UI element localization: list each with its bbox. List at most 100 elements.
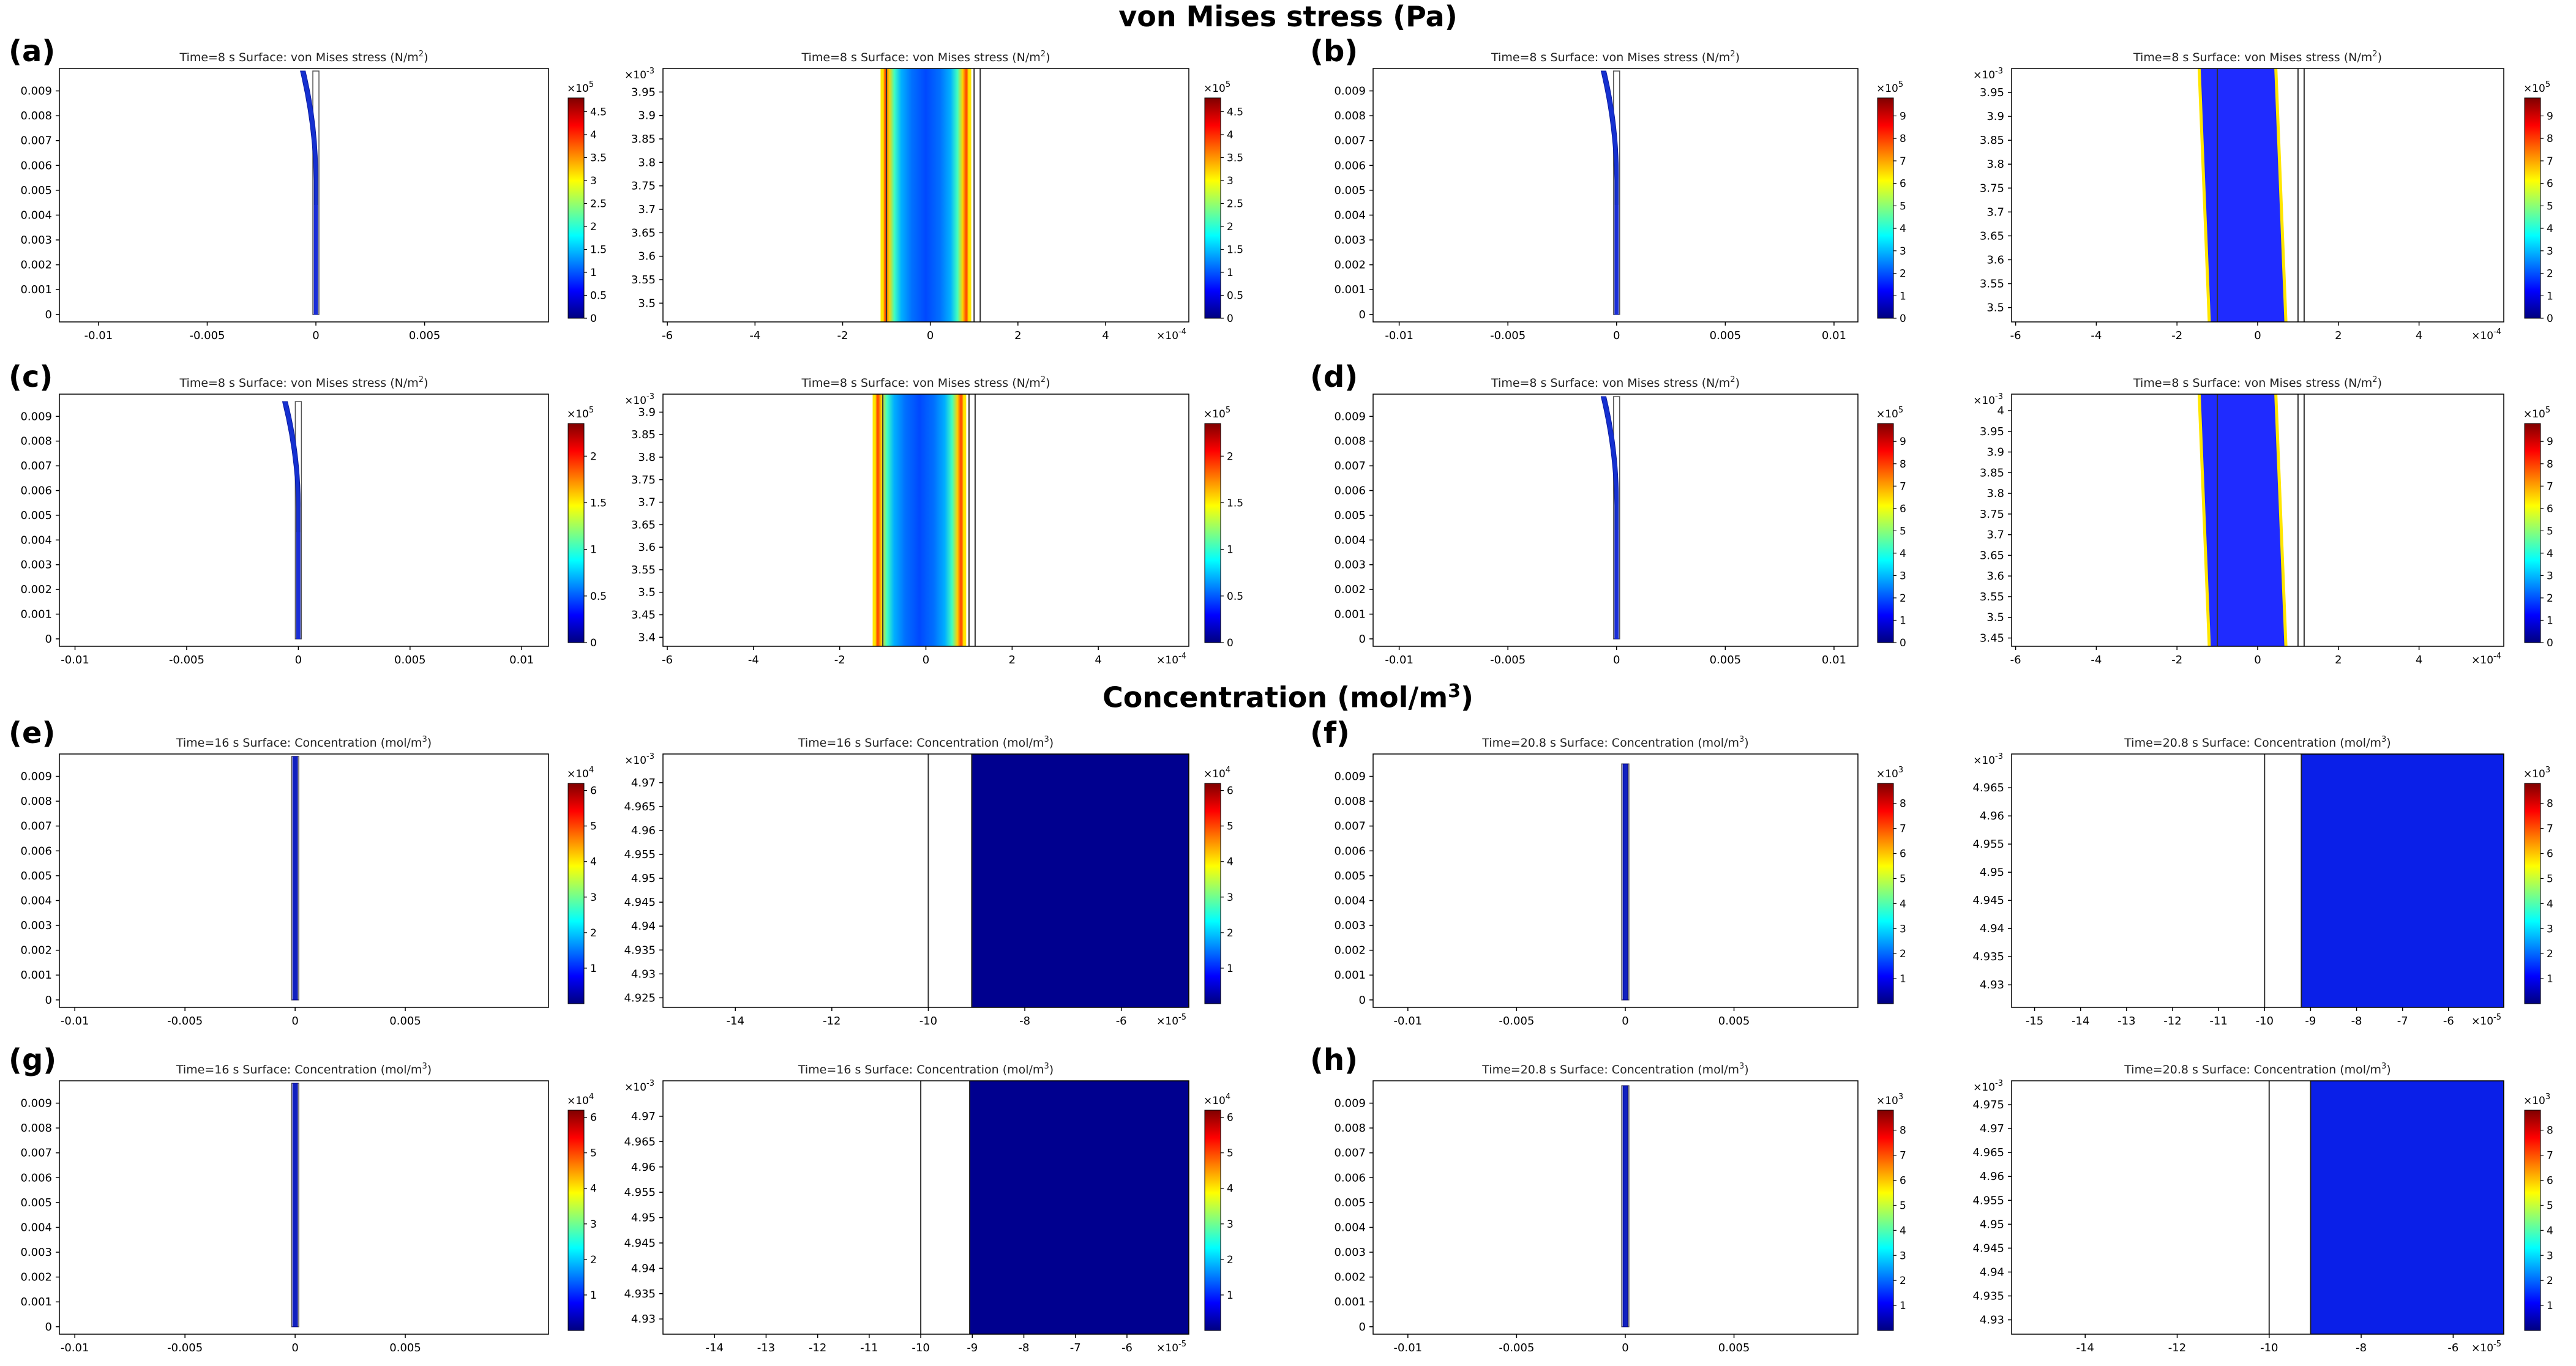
y-tick-label: 0.005: [1334, 184, 1366, 197]
x-tick-label: -4: [748, 654, 759, 666]
y-tick-label: 0.006: [20, 159, 52, 172]
y-tick-label: 4.955: [1972, 838, 2004, 851]
y-tick-label: 3.85: [631, 428, 656, 441]
colorbar-tick-label: 6: [2547, 848, 2553, 860]
x-tick-label: -0.005: [1499, 1342, 1534, 1354]
y-tick-label: 3.75: [1980, 508, 2004, 521]
x-tick-label: -10: [912, 1342, 929, 1354]
y-tick-label: 0.001: [1334, 608, 1366, 621]
colorbar-exponent: ×104: [567, 766, 594, 780]
y-tick-label: 0.008: [1334, 435, 1366, 448]
panel-label-a: (a): [9, 34, 56, 69]
colorbar: [1204, 1110, 1221, 1331]
y-tick-label: 4.935: [624, 944, 656, 957]
x-tick-label: -12: [809, 1342, 826, 1354]
colorbar-tick-label: 0.5: [590, 591, 607, 603]
colorbar-tick-label: 1: [1900, 290, 1906, 302]
colorbar-tick-label: 4: [2547, 898, 2553, 910]
deformed-beam: [1600, 70, 1619, 315]
y-tick-label: 3.9: [638, 406, 656, 419]
x-tick-label: 0: [2254, 654, 2261, 666]
concentration-block: [971, 754, 1189, 1007]
colorbar-tick-label: 5: [2547, 525, 2553, 537]
y-tick-label: 0.001: [20, 969, 52, 982]
band-edge-right: [2274, 394, 2288, 646]
y-tick-label: 0.009: [20, 771, 52, 783]
colorbar-tick-label: 8: [1900, 798, 1906, 810]
concentration-title-main: Concentration (mol/m: [1102, 681, 1448, 714]
y-tick-label: 3.8: [638, 451, 656, 464]
plot-frame: [59, 394, 549, 647]
colorbar-tick-label: 4: [1900, 898, 1906, 910]
y-tick-label: 0.003: [1334, 1246, 1366, 1259]
colorbar-tick-label: 6: [2547, 178, 2553, 190]
panel-label-h: (h): [1310, 1043, 1358, 1077]
plot-b-zoom: Time=8 s Surface: von Mises stress (N/m2…: [1973, 50, 2553, 342]
colorbar-tick-label: 8: [2547, 458, 2553, 471]
x-tick-label: -2: [2171, 654, 2182, 666]
x-tick-label: -4: [749, 329, 760, 342]
y-tick-label: 4.93: [631, 968, 656, 980]
y-tick-label: 0.007: [20, 460, 52, 472]
x-tick-label: -6: [1121, 1342, 1133, 1354]
x-tick-label: -12: [2168, 1342, 2186, 1354]
y-tick-label: 4.955: [624, 848, 656, 861]
y-tick-label: 0.006: [1334, 845, 1366, 857]
y-tick-label: 3.95: [1980, 425, 2004, 438]
colorbar-tick-label: 2: [1900, 1275, 1906, 1287]
y-tick-label: 0.005: [1334, 509, 1366, 522]
y-tick-label: 0.007: [1334, 820, 1366, 833]
y-tick-label: 0.009: [1334, 85, 1366, 98]
y-tick-label: 0.003: [20, 559, 52, 572]
y-tick-label: 0.007: [1334, 135, 1366, 147]
y-exponent-label: ×10-3: [624, 752, 654, 767]
plot-frame: [59, 68, 549, 323]
y-exponent-label: ×10-3: [624, 392, 654, 407]
y-tick-label: 0.002: [1334, 944, 1366, 957]
x-tick-label: -12: [823, 1015, 841, 1028]
colorbar-tick-label: 4: [1900, 548, 1906, 560]
colorbar-tick-label: 2: [2547, 268, 2553, 280]
y-tick-label: 0.004: [20, 209, 52, 222]
colorbar-tick-label: 0: [2547, 637, 2553, 649]
y-tick-label: 0.006: [20, 485, 52, 498]
y-tick-label: 0.001: [20, 1296, 52, 1308]
y-tick-label: 4.97: [631, 1110, 656, 1123]
colorbar-tick-label: 2: [590, 221, 597, 233]
x-exponent-label: ×10-4: [2471, 652, 2501, 666]
y-tick-label: 4.97: [1980, 1122, 2004, 1135]
y-tick-label: 0.003: [1334, 919, 1366, 932]
x-tick-label: 0.01: [1822, 329, 1846, 342]
y-tick-label: 0.009: [20, 410, 52, 423]
y-tick-label: 0.008: [20, 1122, 52, 1135]
x-tick-label: -10: [2256, 1015, 2274, 1028]
y-tick-label: 3.7: [638, 496, 656, 509]
colorbar-tick-label: 6: [590, 1112, 597, 1124]
colorbar-tick-label: 5: [1900, 1200, 1906, 1212]
plot-g-overview: Time=16 s Surface: Concentration (mol/m3…: [20, 1062, 596, 1354]
x-tick-label: -2: [837, 329, 848, 342]
colorbar-tick-label: 6: [2547, 1175, 2553, 1187]
plot-d-overview: Time=8 s Surface: von Mises stress (N/m2…: [1334, 375, 1906, 666]
x-tick-label: -15: [2026, 1015, 2043, 1028]
y-tick-label: 4.96: [631, 824, 656, 837]
plot-area: [282, 401, 302, 640]
colorbar-tick-label: 3: [2547, 923, 2553, 935]
y-tick-label: 3.8: [638, 156, 656, 169]
colorbar-tick-label: 1: [2547, 614, 2553, 627]
plot-title: Time=16 s Surface: Concentration (mol/m3…: [798, 735, 1054, 750]
plot-h-overview: Time=20.8 s Surface: Concentration (mol/…: [1334, 1062, 1906, 1354]
y-tick-label: 0.009: [1334, 410, 1366, 423]
plot-g-zoom: Time=16 s Surface: Concentration (mol/m3…: [624, 1062, 1233, 1354]
plot-a-zoom: Time=8 s Surface: von Mises stress (N/m2…: [624, 50, 1243, 342]
colorbar-tick-label: 4: [2547, 223, 2553, 235]
y-tick-label: 4.96: [631, 1161, 656, 1174]
y-tick-label: 0.002: [20, 259, 52, 272]
y-tick-label: 3.8: [1986, 487, 2004, 500]
colorbar-tick-label: 2: [1227, 221, 1234, 233]
colorbar: [1877, 423, 1894, 643]
colorbar-tick-label: 4.5: [590, 106, 607, 119]
colorbar-tick-label: 8: [2547, 133, 2553, 145]
colorbar-tick-label: 3: [1900, 570, 1906, 582]
y-tick-label: 3.6: [638, 250, 656, 263]
